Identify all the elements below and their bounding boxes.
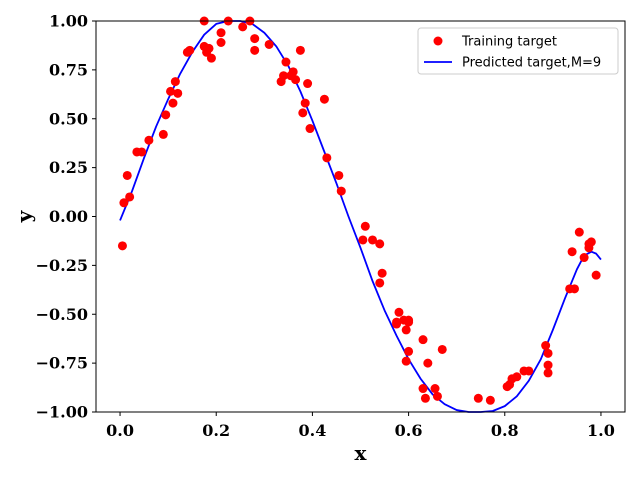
training-point bbox=[543, 360, 553, 370]
x-tick-label: 0.2 bbox=[202, 421, 230, 440]
training-point bbox=[298, 108, 308, 118]
training-point bbox=[281, 57, 291, 67]
x-tick-label: 0.6 bbox=[395, 421, 423, 440]
training-point bbox=[185, 45, 195, 55]
training-point bbox=[303, 79, 313, 89]
training-point bbox=[360, 221, 370, 231]
training-point bbox=[404, 346, 414, 356]
training-point bbox=[591, 270, 601, 280]
training-point bbox=[158, 129, 168, 139]
y-tick-label: 0.25 bbox=[49, 158, 88, 177]
training-point bbox=[401, 325, 411, 335]
training-point bbox=[216, 28, 226, 38]
training-point bbox=[137, 147, 147, 157]
training-point bbox=[358, 235, 368, 245]
training-point bbox=[204, 43, 214, 53]
training-point bbox=[122, 170, 132, 180]
x-tick-label: 0.8 bbox=[491, 421, 519, 440]
training-point bbox=[305, 124, 315, 134]
y-tick-label: 0.50 bbox=[49, 109, 88, 128]
training-point bbox=[420, 393, 430, 403]
training-point bbox=[319, 94, 329, 104]
training-point bbox=[125, 192, 135, 202]
training-point bbox=[375, 278, 385, 288]
training-point bbox=[368, 235, 378, 245]
x-tick-label: 0.4 bbox=[298, 421, 326, 440]
training-point bbox=[295, 45, 305, 55]
training-point bbox=[300, 98, 310, 108]
training-point bbox=[437, 344, 447, 354]
training-point bbox=[473, 393, 483, 403]
x-tick-label: 0.0 bbox=[106, 421, 134, 440]
y-tick-label: −0.50 bbox=[36, 305, 88, 324]
training-point bbox=[206, 53, 216, 63]
y-tick-label: 0.00 bbox=[49, 207, 88, 226]
predicted-line bbox=[119, 20, 602, 413]
training-point bbox=[485, 395, 495, 405]
legend: Training target Predicted target,M=9 bbox=[417, 27, 619, 75]
training-point bbox=[418, 335, 428, 345]
training-point bbox=[279, 71, 289, 81]
training-point bbox=[541, 341, 551, 351]
training-point bbox=[117, 241, 127, 251]
legend-marker-training bbox=[433, 36, 443, 46]
ticks-layer: 0.0 0.2 0.4 0.6 0.8 1.0 −1.00 −0.75 −0.50 −0.25 0.… bbox=[36, 12, 615, 441]
training-point bbox=[170, 77, 180, 87]
training-point bbox=[334, 170, 344, 180]
series-layer bbox=[117, 16, 602, 413]
training-point bbox=[543, 348, 553, 358]
training-point bbox=[570, 284, 579, 294]
training-point bbox=[144, 135, 154, 145]
training-point bbox=[574, 227, 584, 237]
training-point bbox=[216, 38, 226, 47]
x-axis-label: x bbox=[355, 441, 368, 465]
training-point bbox=[567, 247, 577, 257]
training-point bbox=[394, 307, 404, 317]
training-point bbox=[168, 98, 178, 108]
training-point bbox=[401, 356, 411, 366]
legend-box bbox=[417, 27, 619, 75]
training-point bbox=[250, 34, 260, 44]
training-point bbox=[264, 39, 274, 49]
training-point bbox=[392, 317, 402, 327]
training-point bbox=[579, 253, 589, 263]
training-point bbox=[432, 391, 442, 401]
training-point bbox=[173, 88, 183, 98]
training-point bbox=[423, 358, 433, 368]
training-point bbox=[586, 237, 596, 247]
training-point bbox=[524, 366, 534, 376]
training-point bbox=[377, 268, 387, 278]
training-point bbox=[250, 45, 260, 55]
training-point bbox=[291, 75, 301, 85]
y-axis-label: y bbox=[12, 209, 36, 223]
training-point bbox=[336, 186, 346, 196]
training-point bbox=[418, 384, 428, 394]
training-point bbox=[512, 372, 522, 382]
legend-label-predicted: Predicted target,M=9 bbox=[462, 56, 601, 71]
legend-label-training: Training target bbox=[461, 35, 557, 50]
training-point bbox=[238, 22, 248, 32]
y-tick-label: −0.75 bbox=[36, 354, 88, 373]
x-tick-label: 1.0 bbox=[587, 421, 615, 440]
training-point bbox=[375, 239, 385, 249]
y-tick-label: 1.00 bbox=[49, 12, 88, 31]
y-tick-label: 0.75 bbox=[49, 60, 88, 79]
y-tick-label: −0.25 bbox=[36, 256, 88, 275]
y-tick-label: −1.00 bbox=[36, 403, 88, 422]
training-point bbox=[543, 368, 553, 378]
training-point bbox=[288, 67, 298, 77]
training-point bbox=[404, 315, 414, 325]
training-point bbox=[430, 384, 440, 394]
training-point bbox=[161, 110, 171, 120]
training-point bbox=[322, 153, 332, 163]
training-point bbox=[166, 86, 176, 96]
training-point bbox=[119, 198, 129, 208]
